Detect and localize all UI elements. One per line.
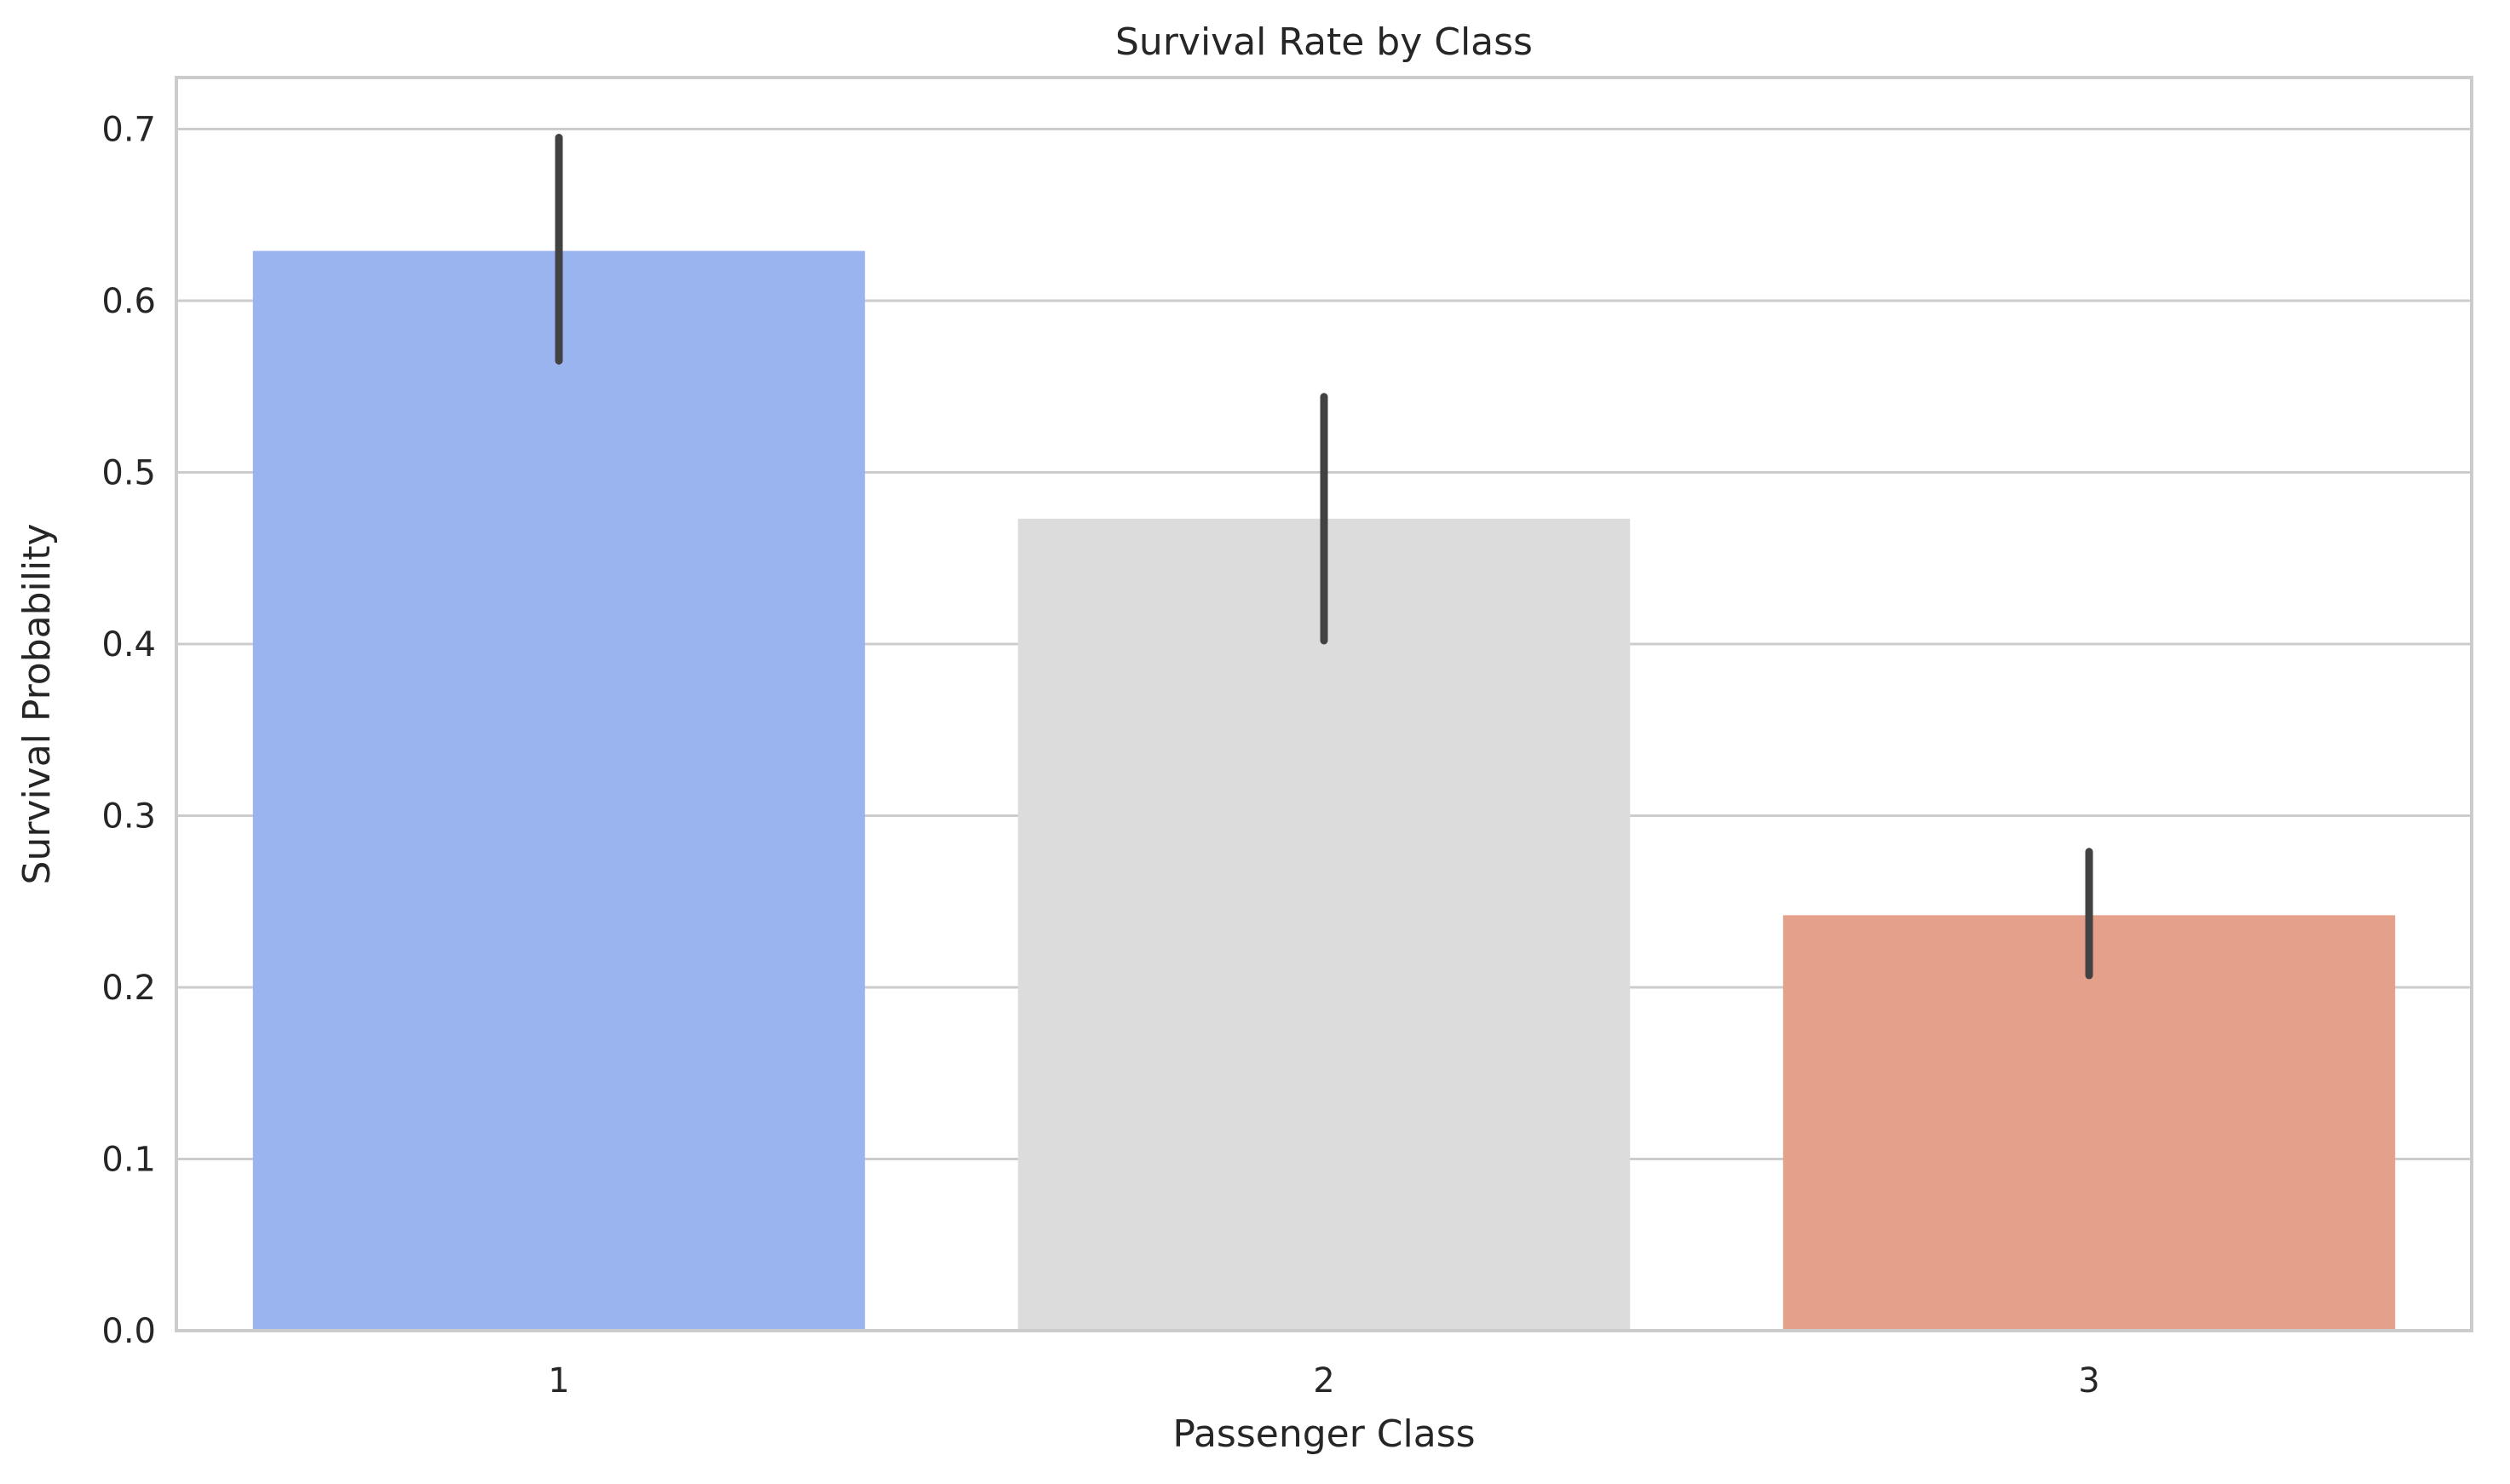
y-tick-label: 0.2 [101, 969, 156, 1008]
error-bars [555, 134, 2093, 980]
x-axis-label: Passenger Class [1172, 1412, 1475, 1456]
y-tick-label: 0.5 [101, 453, 156, 492]
y-tick-label: 0.7 [101, 110, 156, 149]
x-tick-label: 2 [1313, 1361, 1334, 1401]
y-axis-ticks: 0.0 0.1 0.2 0.3 0.4 0.5 0.6 0.7 [101, 110, 156, 1351]
y-tick-label: 0.6 [101, 282, 156, 321]
bar-class-1 [252, 250, 866, 1331]
bars [252, 250, 2396, 1331]
y-tick-label: 0.3 [101, 797, 156, 836]
y-axis-label: Survival Probability [15, 524, 59, 885]
chart-title: Survival Rate by Class [1115, 20, 1533, 64]
plot-frame [175, 76, 2473, 1332]
x-tick-label: 1 [548, 1361, 569, 1401]
bar-class-2 [1017, 518, 1631, 1331]
y-tick-label: 0.1 [101, 1140, 156, 1179]
y-tick-label: 0.0 [101, 1312, 156, 1351]
x-tick-label: 3 [2078, 1361, 2099, 1401]
x-axis-ticks: 1 2 3 [548, 1361, 2099, 1401]
bar-class-3 [1782, 915, 2396, 1331]
y-tick-label: 0.4 [101, 625, 156, 664]
